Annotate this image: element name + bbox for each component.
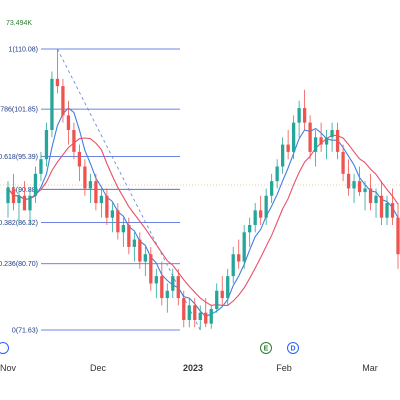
candle-body: [390, 203, 395, 218]
x-tick-label: Feb: [276, 363, 292, 373]
candle-body: [154, 276, 158, 284]
candle-body: [237, 254, 241, 262]
moving-average-slow: [7, 134, 399, 306]
candles: [6, 49, 400, 330]
candle-body: [324, 137, 329, 145]
fib-label: 0.5(90.88): [6, 187, 38, 194]
candle-body: [44, 129, 49, 160]
candle-body: [72, 129, 76, 152]
fib-label: 1(110.08): [9, 47, 38, 54]
candle-body: [165, 290, 169, 299]
candle-body: [77, 151, 82, 167]
candle-body: [286, 144, 290, 152]
candle-body: [209, 309, 213, 324]
candle-body: [302, 108, 307, 123]
candle-body: [242, 232, 246, 262]
candle-body: [17, 195, 21, 204]
candle-body: [149, 254, 153, 284]
candle-body: [259, 210, 263, 218]
candle-body: [374, 195, 378, 204]
event-marker-left: [0, 342, 9, 354]
candle-body: [330, 129, 334, 138]
candle-body: [33, 173, 38, 196]
dividend-marker-circle: [287, 342, 299, 354]
candle-body: [226, 276, 230, 299]
candle-body: [352, 181, 356, 189]
candle-body: [176, 276, 180, 299]
x-tick-label: Dec: [90, 363, 107, 373]
candle-body: [83, 166, 87, 189]
x-tick-label: Mar: [362, 363, 378, 373]
candle-body: [319, 137, 323, 145]
candle-body: [171, 276, 175, 291]
candle-body: [116, 210, 120, 233]
candle-body: [39, 159, 43, 174]
fib-label: 0.236(80.70): [0, 261, 38, 268]
candle-body: [61, 86, 65, 116]
candle-body: [11, 188, 16, 204]
candle-body: [198, 312, 202, 320]
x-tick-label: Nov: [0, 363, 16, 373]
candle-body: [357, 181, 362, 193]
header-value: 73.494K: [6, 20, 32, 27]
fib-label: 0(71.63): [12, 328, 38, 335]
candle-body: [182, 298, 186, 320]
earnings-marker-circle: [260, 342, 272, 354]
candle-body: [335, 129, 340, 152]
candle-body: [270, 181, 274, 196]
candle-body: [28, 195, 32, 211]
candle-body: [291, 122, 296, 152]
candle-body: [297, 108, 301, 123]
candle-body: [143, 254, 147, 262]
fib-label: 0.786(101.85): [0, 107, 38, 114]
trend-line: [57, 48, 201, 331]
candle-body: [138, 239, 142, 262]
candle-body: [281, 144, 285, 167]
candle-body: [248, 224, 252, 233]
candle-body: [379, 195, 384, 218]
earnings-marker-letter: E: [264, 346, 269, 353]
dividend-marker-letter: D: [290, 346, 295, 353]
candle-body: [99, 195, 104, 204]
candle-body: [50, 78, 54, 130]
x-tick-label: 2023: [183, 363, 203, 373]
candle-body: [368, 188, 373, 204]
candle-body: [160, 276, 164, 299]
candle-body: [88, 181, 93, 189]
candle-body: [94, 181, 98, 204]
candle-body: [385, 203, 389, 218]
candle-body: [275, 166, 279, 182]
candle-body: [22, 195, 27, 211]
candle-body: [220, 290, 224, 299]
candle-body: [308, 122, 312, 152]
candle-body: [346, 173, 351, 189]
candle-body: [110, 210, 115, 218]
candle-body: [6, 188, 10, 204]
moving-average-fast: [7, 107, 399, 317]
candle-body: [132, 239, 136, 247]
candle-body: [231, 254, 235, 277]
candle-body: [105, 195, 109, 218]
candle-body: [66, 115, 71, 130]
candle-body: [55, 78, 60, 87]
candle-body: [127, 224, 131, 247]
candle-body: [341, 151, 345, 174]
candle-body: [253, 210, 257, 225]
candle-body: [121, 224, 125, 233]
candle-body: [363, 188, 367, 193]
candle-body: [215, 290, 219, 310]
candle-body: [264, 195, 268, 218]
candle-body: [187, 305, 191, 320]
candle-body: [396, 217, 400, 255]
candle-body: [193, 305, 197, 320]
candle-body: [313, 137, 318, 152]
fib-label: 0.618(95.39): [0, 154, 38, 161]
candle-body: [204, 312, 208, 324]
